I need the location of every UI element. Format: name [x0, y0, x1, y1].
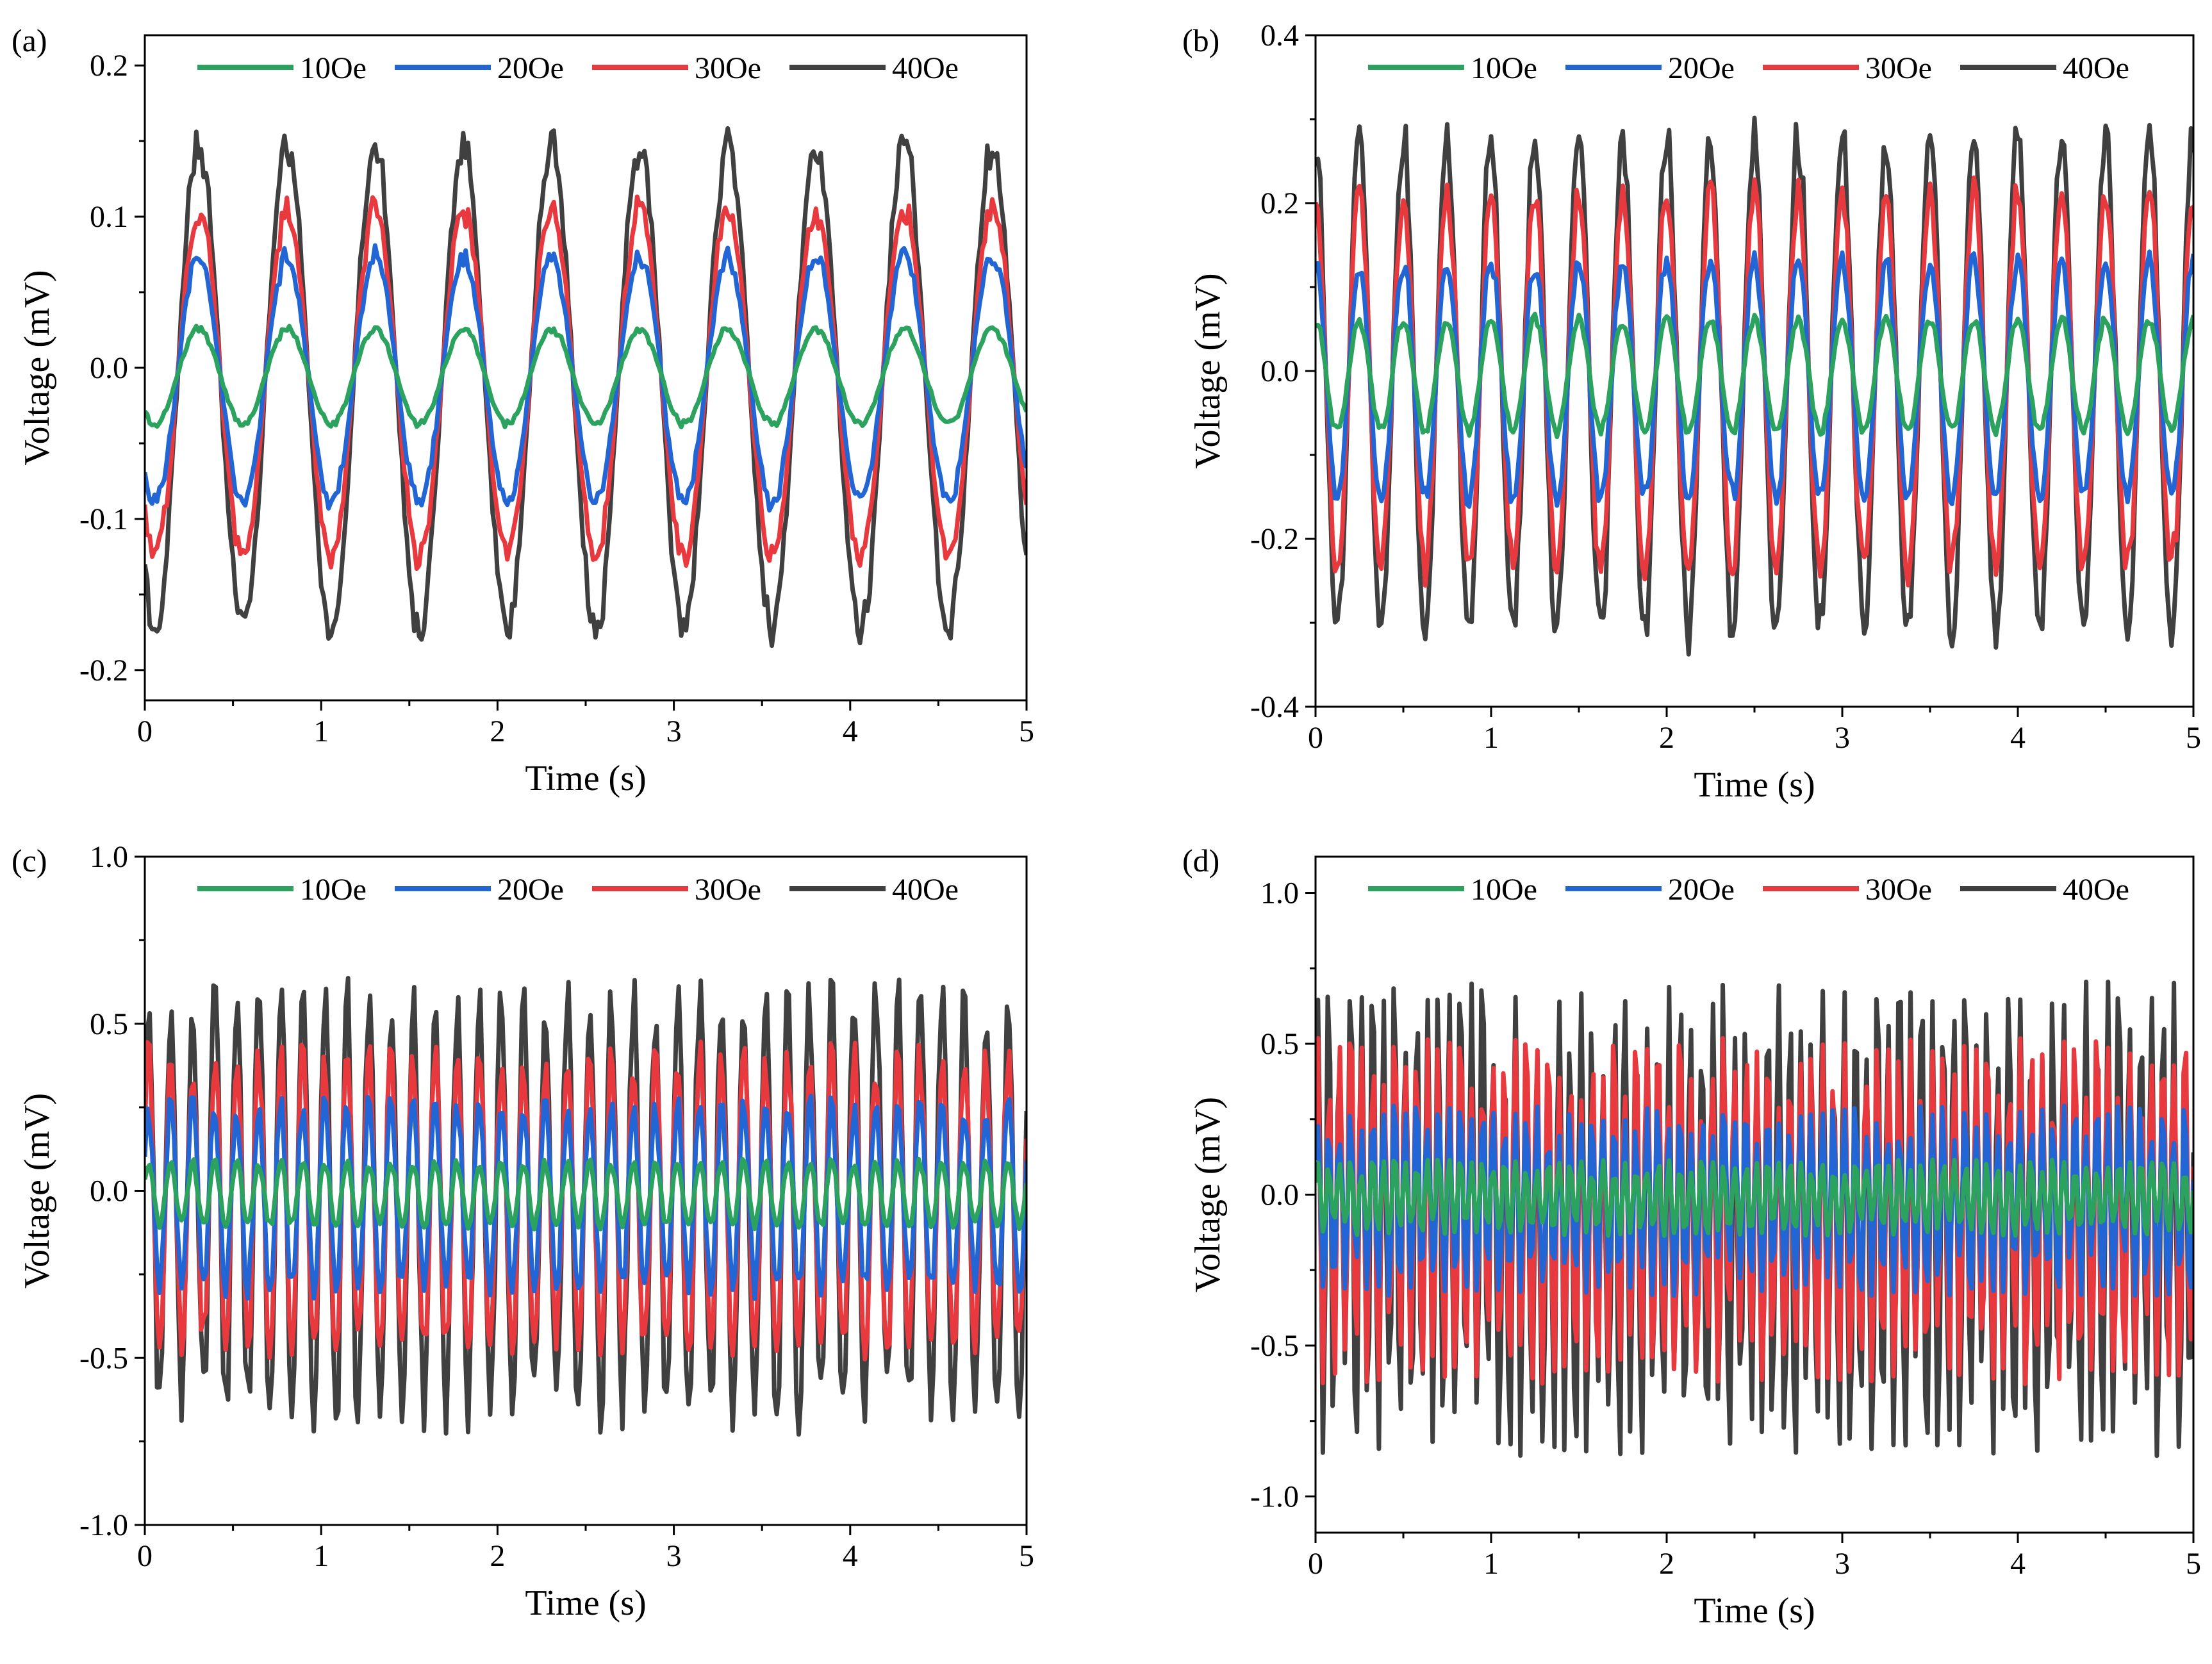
x-tick-label: 3	[1835, 1547, 1850, 1581]
series-lines	[145, 976, 1027, 1437]
panel-c: (c) 0 1 2 3 4 5 -1.0 -0.5 0.0 0.5 1.0 Time (s) Volta…	[12, 840, 1034, 1623]
y-tick-label: -0.2	[1250, 522, 1299, 556]
panel-label: (d)	[1182, 843, 1219, 878]
y-tick-label: 0.5	[1260, 1027, 1299, 1061]
y-tick-label: 0.2	[1260, 186, 1299, 220]
x-tick-label: 2	[1659, 1547, 1674, 1581]
x-axis-title: Time (s)	[525, 1583, 646, 1623]
y-tick-label: 0.5	[90, 1007, 128, 1041]
series-line-10oe	[1316, 1157, 2193, 1238]
panel-label: (b)	[1182, 22, 1219, 58]
x-tick-label: 1	[1483, 1547, 1499, 1581]
y-tick-label: -1.0	[1250, 1479, 1299, 1513]
y-tick-label: 0.0	[90, 351, 128, 385]
x-tick-label: 2	[490, 714, 505, 748]
legend-label-10oe: 10Oe	[300, 51, 367, 85]
series-line-20oe	[145, 243, 1027, 513]
legend-label-20oe: 20Oe	[497, 873, 564, 907]
legend: 10Oe 20Oe 30Oe 40Oe	[1368, 51, 2129, 85]
panel-a: (a) 0 1 2 3 4 5 -0.2 -0.1 0.0 0.1 0.2 Time (s) Volta…	[12, 22, 1034, 798]
x-axis-title: Time (s)	[1694, 765, 1815, 805]
x-tick-label: 5	[1019, 1539, 1034, 1573]
series-line-30oe	[1316, 175, 2193, 588]
y-tick-label: 0.0	[1260, 354, 1299, 388]
series-line-10oe	[145, 1157, 1027, 1232]
panel-b: (b) 0 1 2 3 4 5 -0.4 -0.2 0.0 0.2 0.4 Time (s) Volta…	[1182, 19, 2201, 805]
legend-label-20oe: 20Oe	[1668, 51, 1735, 85]
y-tick-label: 0.1	[90, 200, 128, 234]
y-axis-title: Voltage (mV)	[17, 270, 57, 465]
x-tick-label: 0	[137, 714, 153, 748]
x-axis-title: Time (s)	[525, 759, 646, 798]
legend-label-20oe: 20Oe	[497, 51, 564, 85]
legend-label-40oe: 40Oe	[892, 51, 959, 85]
legend-label-20oe: 20Oe	[1668, 873, 1735, 907]
panel-d: (d) 0 1 2 3 4 5 -1.0 -0.5 0.0 0.5 1.0 Time (s) Volta…	[1182, 843, 2201, 1631]
y-tick-label: 0.0	[90, 1174, 128, 1208]
x-tick-label: 4	[2010, 1547, 2026, 1581]
legend-label-30oe: 30Oe	[1865, 873, 1932, 907]
y-tick-label: -1.0	[79, 1508, 128, 1542]
x-tick-label: 3	[1835, 721, 1850, 755]
y-tick-label: -0.2	[79, 654, 128, 688]
y-tick-label: -0.5	[79, 1341, 128, 1375]
legend-label-40oe: 40Oe	[892, 873, 959, 907]
legend: 10Oe 20Oe 30Oe 40Oe	[197, 51, 959, 85]
series-lines	[145, 126, 1027, 648]
y-tick-label: -0.1	[79, 502, 128, 536]
y-axis-title: Voltage (mV)	[17, 1093, 57, 1289]
x-tick-label: 0	[1308, 721, 1323, 755]
legend-label-40oe: 40Oe	[2063, 51, 2129, 85]
x-tick-label: 4	[2010, 721, 2026, 755]
y-axis-title: Voltage (mV)	[1188, 273, 1228, 468]
x-axis-title: Time (s)	[1694, 1591, 1815, 1631]
x-tick-label: 1	[313, 714, 329, 748]
x-tick-label: 5	[2186, 1547, 2201, 1581]
x-tick-label: 3	[666, 1539, 682, 1573]
x-tick-label: 4	[843, 714, 858, 748]
y-tick-label: 0.4	[1260, 19, 1299, 53]
series-lines	[1316, 979, 2193, 1458]
x-tick-label: 2	[1659, 721, 1674, 755]
series-line-30oe	[145, 194, 1027, 571]
x-tick-label: 3	[666, 714, 682, 748]
x-tick-label: 1	[1483, 721, 1499, 755]
legend: 10Oe 20Oe 30Oe 40Oe	[197, 873, 959, 907]
series-line-10oe	[1316, 311, 2193, 440]
x-tick-label: 4	[843, 1539, 858, 1573]
legend: 10Oe 20Oe 30Oe 40Oe	[1368, 873, 2129, 907]
y-tick-label: 1.0	[1260, 877, 1299, 910]
y-tick-label: -0.5	[1250, 1329, 1299, 1363]
x-tick-label: 2	[490, 1539, 505, 1573]
y-tick-label: -0.4	[1250, 690, 1299, 724]
y-tick-label: 0.2	[90, 49, 128, 83]
legend-label-10oe: 10Oe	[1471, 873, 1537, 907]
panel-label: (c)	[12, 843, 47, 878]
y-tick-label: 0.0	[1260, 1178, 1299, 1212]
x-tick-label: 0	[137, 1539, 153, 1573]
x-tick-label: 1	[313, 1539, 329, 1573]
legend-label-30oe: 30Oe	[695, 873, 761, 907]
legend-label-10oe: 10Oe	[300, 873, 367, 907]
y-axis-title: Voltage (mV)	[1188, 1097, 1228, 1292]
y-tick-label: 1.0	[90, 840, 128, 874]
legend-label-30oe: 30Oe	[1865, 51, 1932, 85]
legend-label-10oe: 10Oe	[1471, 51, 1537, 85]
legend-label-30oe: 30Oe	[695, 51, 761, 85]
x-tick-label: 0	[1308, 1547, 1323, 1581]
series-line-20oe	[1316, 249, 2193, 509]
series-lines	[1316, 115, 2193, 657]
panel-label: (a)	[12, 22, 47, 58]
x-tick-label: 5	[1019, 714, 1034, 748]
series-line-10oe	[145, 324, 1027, 429]
legend-label-40oe: 40Oe	[2063, 873, 2129, 907]
x-tick-label: 5	[2186, 721, 2201, 755]
